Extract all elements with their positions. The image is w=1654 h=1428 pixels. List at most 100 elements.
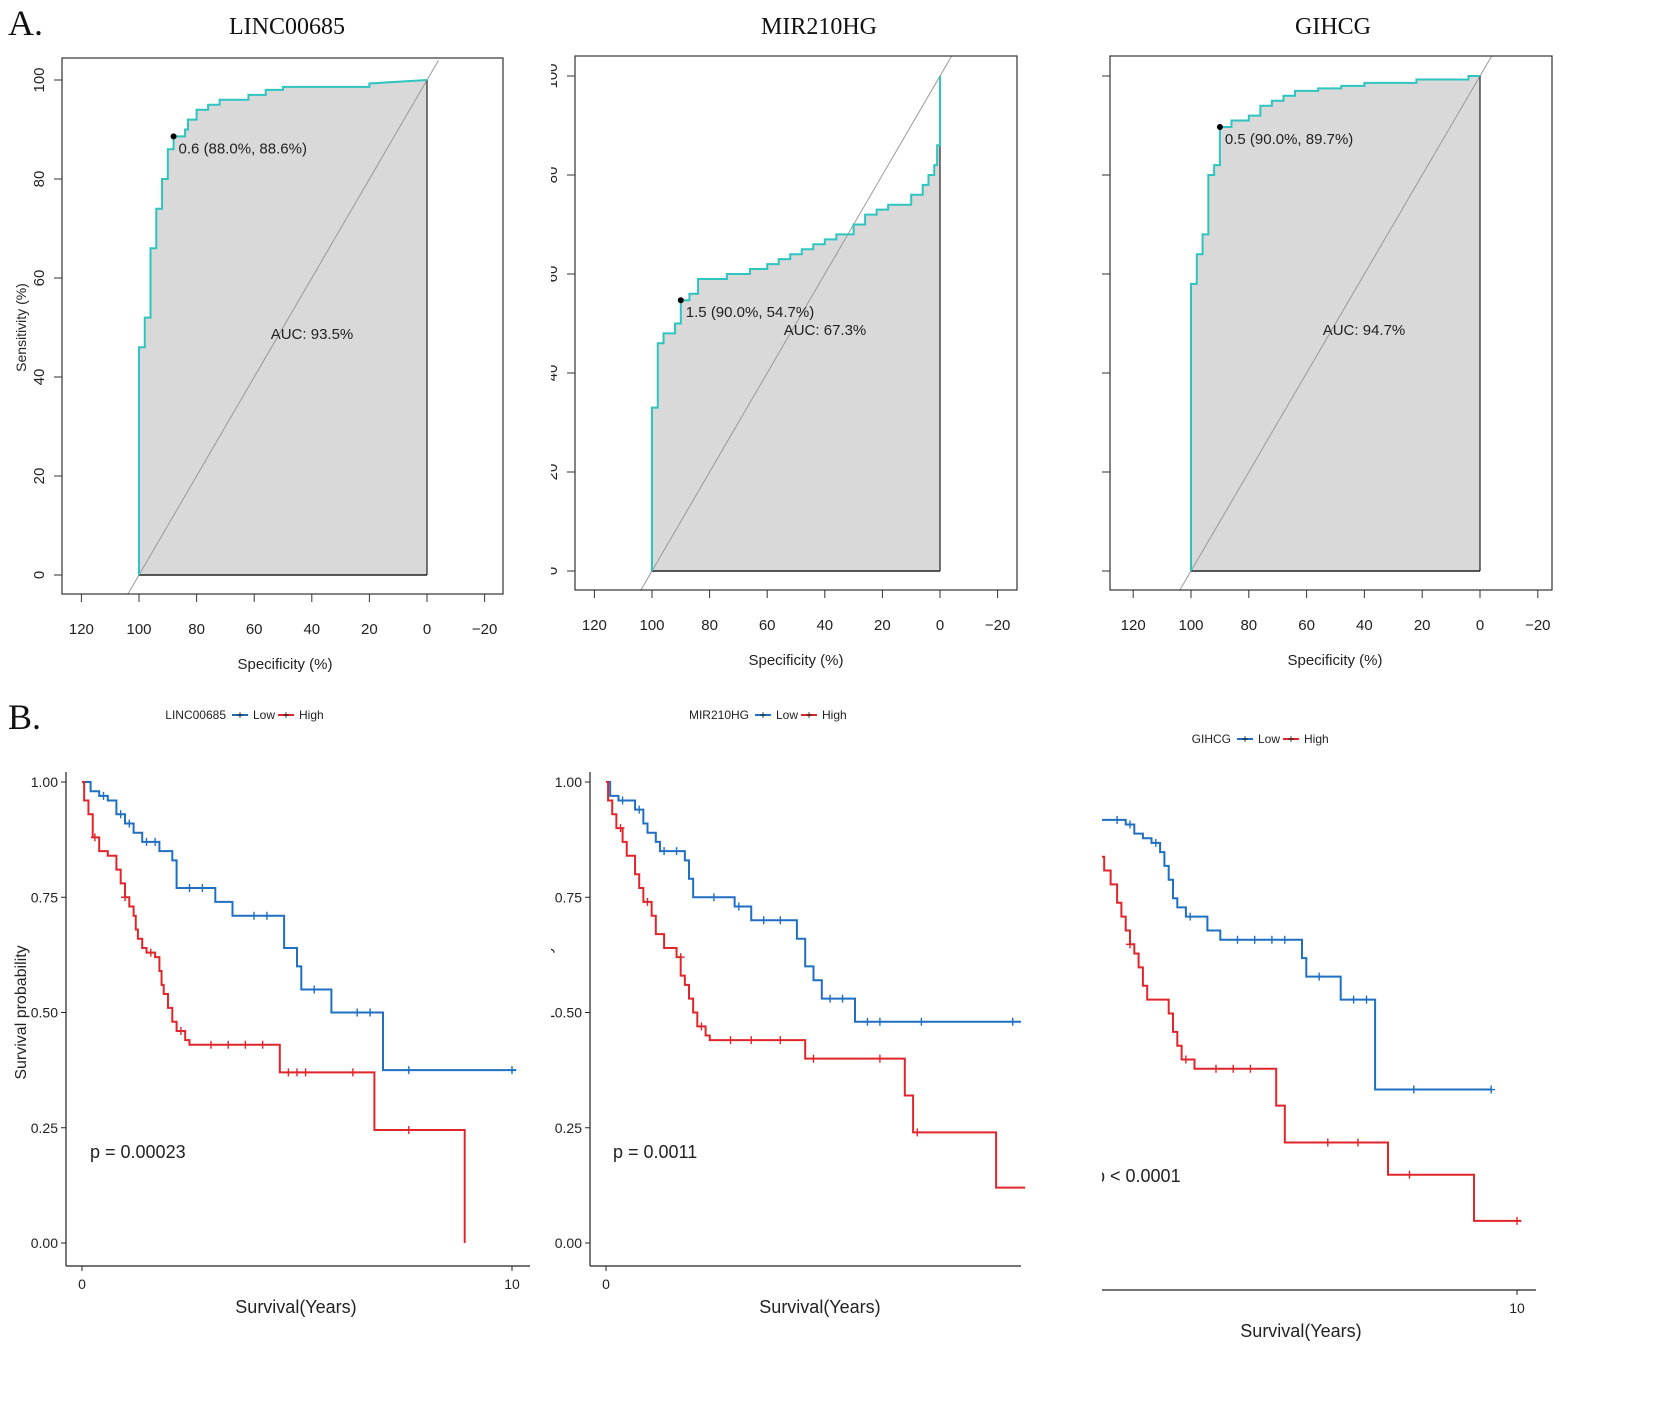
reference-diagonal (1179, 55, 1492, 592)
censor-mark-high (404, 1126, 413, 1135)
x-tick-label: 80 (1240, 617, 1257, 634)
km-chart-mir210hg: MIR210HG + Low + High 0.00 0.25 0.50 0.75 1.00 0 Su… (551, 708, 1026, 1317)
x-axis-label: Survival(Years) (759, 1297, 880, 1317)
x-tick-label: 0 (423, 621, 431, 638)
y-tick-label: 60 (551, 266, 561, 283)
y-tick-label: 0.50 (31, 1005, 58, 1021)
y-axis-label: Survival probability (551, 945, 555, 1079)
censor-mark-low (366, 1008, 375, 1017)
threshold-point (170, 133, 177, 140)
survival-curve-high (82, 781, 466, 1243)
y-tick-label: 0.75 (31, 889, 58, 905)
x-tick-label: 40 (816, 617, 833, 634)
x-tick-label: 10 (504, 1276, 520, 1292)
x-tick-label: 100 (639, 617, 664, 634)
censor-mark-low (1151, 838, 1160, 847)
x-tick-label: 100 (126, 621, 151, 638)
x-axis-label: Survival(Years) (235, 1297, 356, 1317)
y-tick-label: 60 (31, 270, 48, 287)
legend-marker-high: + (282, 708, 289, 722)
y-tick-label: 100 (551, 63, 561, 88)
x-tick-label: 80 (188, 621, 205, 638)
y-tick-label: 20 (551, 464, 561, 481)
censor-mark-high (809, 1054, 818, 1063)
x-tick-label: 120 (1121, 617, 1146, 634)
legend-label-low: Low (776, 708, 798, 722)
legend-marker-high: + (805, 708, 812, 722)
censor-mark-low (250, 911, 258, 920)
censor-mark-low (776, 916, 785, 925)
y-tick-label: 1.00 (31, 774, 58, 790)
censor-mark-low (1008, 1017, 1017, 1026)
survival-curve-low (82, 781, 517, 1072)
p-value-label: p = 0.00023 (90, 1142, 186, 1162)
y-tick-label: 0.50 (555, 1005, 582, 1021)
censor-mark-low (185, 884, 194, 893)
censor-mark-high (121, 893, 129, 902)
threshold-point (1216, 123, 1223, 130)
censor-mark-high (1229, 1064, 1238, 1073)
y-tick-label: 0.25 (31, 1120, 58, 1136)
y-tick-label: 1.00 (555, 774, 582, 790)
x-axis-label: Specificity (%) (748, 652, 843, 669)
x-tick-label: 20 (361, 621, 378, 638)
censor-mark-high (913, 1128, 922, 1137)
legend-label-low: Low (1258, 732, 1280, 746)
censor-mark-high (207, 1040, 215, 1049)
censor-mark-high (258, 1040, 267, 1049)
censor-mark-high (348, 1068, 357, 1077)
auc-label: AUC: 93.5% (271, 326, 354, 343)
reference-diagonal (127, 59, 439, 596)
roc-chart-linc00685: LINC00685 0.6 (88.0%, 88.6%) AUC: 93.5% 120… (13, 14, 504, 673)
censor-mark-high (146, 948, 155, 957)
censor-mark-high (90, 833, 99, 842)
legend-marker-low: + (759, 708, 766, 722)
censor-mark-low (1315, 972, 1324, 981)
censor-mark-low (142, 837, 151, 846)
panel-label-b: B. (8, 697, 42, 737)
censor-mark-high (1212, 1064, 1220, 1073)
survival-curve-high (606, 781, 1026, 1189)
censor-mark-high (697, 1022, 706, 1031)
censor-mark-low (875, 1017, 884, 1026)
roc-curve (138, 79, 428, 575)
y-tick-label: 80 (551, 167, 561, 184)
censor-mark-high (293, 1068, 301, 1077)
y-tick-label: 0 (551, 567, 561, 575)
censor-mark-low (734, 902, 743, 911)
legend-marker-low: + (236, 708, 243, 722)
y-tick-label: 0.00 (555, 1235, 582, 1251)
censor-mark-low (759, 916, 768, 925)
auc-label: AUC: 94.7% (1323, 322, 1406, 339)
auc-label: AUC: 67.3% (784, 322, 867, 339)
x-tick-label: 60 (1298, 617, 1315, 634)
x-axis-label: Survival(Years) (1240, 1321, 1361, 1341)
legend: MIR210HG + Low + High (689, 708, 847, 722)
plot-frame (574, 55, 1018, 591)
censor-mark-low (1487, 1085, 1496, 1094)
x-tick-label: 60 (759, 617, 776, 634)
survival-curve-low (1102, 818, 1492, 1091)
censor-mark-low (1113, 815, 1122, 824)
y-tick-label: 20 (31, 468, 48, 485)
censor-mark-low (1250, 935, 1259, 944)
censor-mark-low (635, 805, 644, 814)
km-chart-linc00685: LINC00685 + Low + High 0.00 0.25 0.50 0.75 1.00 0 1… (13, 708, 530, 1317)
censor-mark-high (1405, 1170, 1414, 1179)
censor-mark-high (747, 1036, 756, 1045)
censor-mark-low (353, 1008, 362, 1017)
legend-label-high: High (299, 708, 324, 722)
y-tick-label: 0.00 (31, 1235, 58, 1251)
plot-frame (1109, 55, 1553, 591)
censor-mark-low (310, 985, 319, 994)
censor-mark-low (404, 1066, 413, 1075)
censor-mark-high (676, 953, 685, 962)
threshold-label: 1.5 (90.0%, 54.7%) (686, 304, 814, 321)
censor-mark-high (875, 1054, 884, 1063)
x-tick-label: 80 (701, 617, 718, 634)
censor-mark-high (616, 824, 625, 833)
x-tick-label: 100 (1178, 617, 1203, 634)
x-tick-label: 120 (582, 617, 607, 634)
censor-mark-low (863, 1017, 872, 1026)
censor-mark-high (241, 1040, 250, 1049)
